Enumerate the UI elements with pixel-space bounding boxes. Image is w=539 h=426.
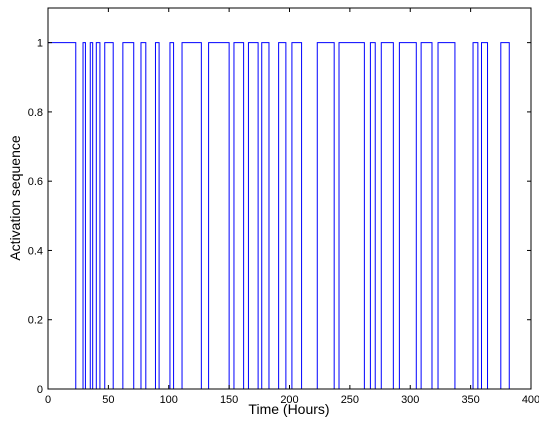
- y-tick-label-0: 0: [37, 384, 43, 396]
- y-axis-title: Activation sequence: [7, 135, 23, 261]
- x-tick-label-5: 250: [341, 394, 359, 406]
- x-tick-label-8: 400: [522, 394, 539, 406]
- plot-area: [48, 8, 531, 389]
- tick-layer: 0 50 100 150 200 250 300 350 400 0 0.2 0.4 0.6 0.8 1: [28, 8, 539, 406]
- x-tick-label-0: 0: [45, 394, 51, 406]
- x-tick-label-4: 200: [280, 394, 298, 406]
- plot-frame: [47, 7, 532, 390]
- y-tick-label-2: 0.4: [28, 245, 43, 257]
- series-layer: [48, 42, 531, 390]
- y-tick-label-1: 0.2: [28, 315, 43, 327]
- x-tick-label-2: 100: [160, 394, 178, 406]
- y-tick-label-5: 1: [37, 38, 43, 50]
- x-axis-title: Time (Hours): [248, 401, 329, 417]
- y-tick-label-3: 0.6: [28, 176, 43, 188]
- x-tick-label-3: 150: [220, 394, 238, 406]
- x-tick-label-6: 300: [401, 394, 419, 406]
- activation-series-line-0: [48, 42, 531, 390]
- x-tick-label-7: 350: [461, 394, 479, 406]
- x-tick-label-1: 50: [102, 394, 114, 406]
- y-tick-label-4: 0.8: [28, 107, 43, 119]
